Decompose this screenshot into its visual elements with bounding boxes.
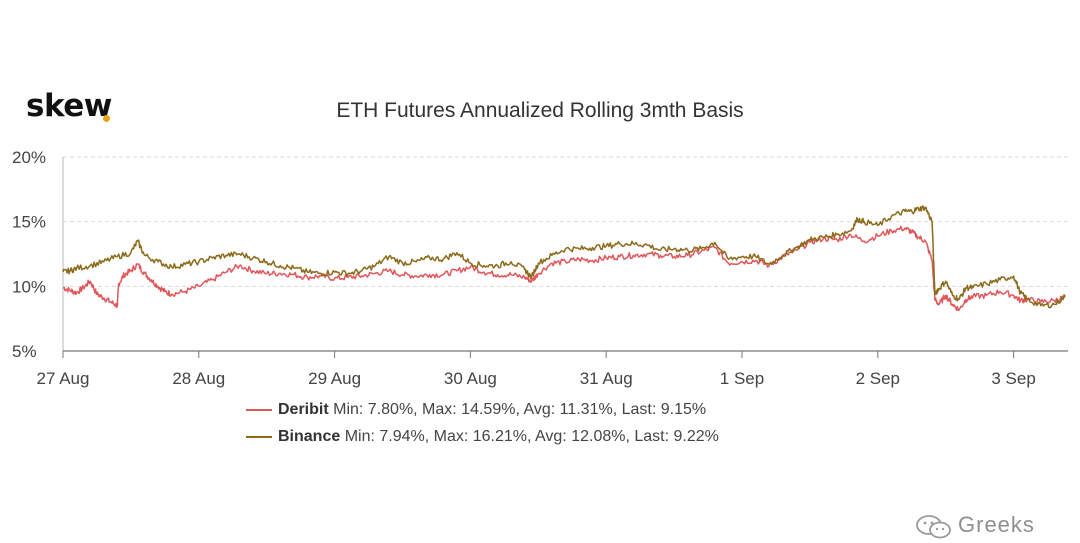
wechat-icon [916,515,951,539]
x-tick-label: 3 Sep [991,369,1035,388]
chart-title: ETH Futures Annualized Rolling 3mth Basi… [336,99,744,122]
legend-stats: Min: 7.94%, Max: 16.21%, Avg: 12.08%, La… [344,428,719,445]
grid-layer [63,156,1068,287]
x-tick-label: 31 Aug [580,369,633,388]
legend-series-name: Binance [278,428,341,445]
series-layer [62,205,1066,312]
logo-dot [103,115,110,122]
x-tick-label: 30 Aug [444,369,497,388]
watermark-text: Greeks [958,512,1035,537]
legend-stats: Min: 7.80%, Max: 14.59%, Avg: 11.31%, La… [333,401,707,418]
x-tick-label: 29 Aug [308,369,361,388]
skew-logo: skew [26,88,112,124]
legend-item-deribit[interactable]: Deribit Min: 7.80%, Max: 14.59%, Avg: 11… [246,401,706,419]
legend-item-binance[interactable]: Binance Min: 7.94%, Max: 16.21%, Avg: 12… [246,428,719,446]
legend-swatch-deribit [246,408,272,411]
x-tick-label: 28 Aug [172,369,225,388]
y-tick-label: 20% [12,148,46,167]
legend-swatch-binance [246,435,272,438]
axis-layer: 5% 10% 15% 20% 27 Aug 28 Aug 29 Aug 30 Aug 31 Au… [12,148,1068,388]
x-tick-label: 2 Sep [856,369,900,388]
series-line-binance [62,205,1066,309]
legend-series-name: Deribit [278,401,329,418]
y-tick-label: 5% [12,342,37,361]
series-line-deribit [62,225,1066,312]
x-tick-label: 27 Aug [37,369,90,388]
x-tick-label: 1 Sep [720,369,764,388]
y-tick-label: 10% [12,277,46,296]
y-tick-label: 15% [12,213,46,232]
